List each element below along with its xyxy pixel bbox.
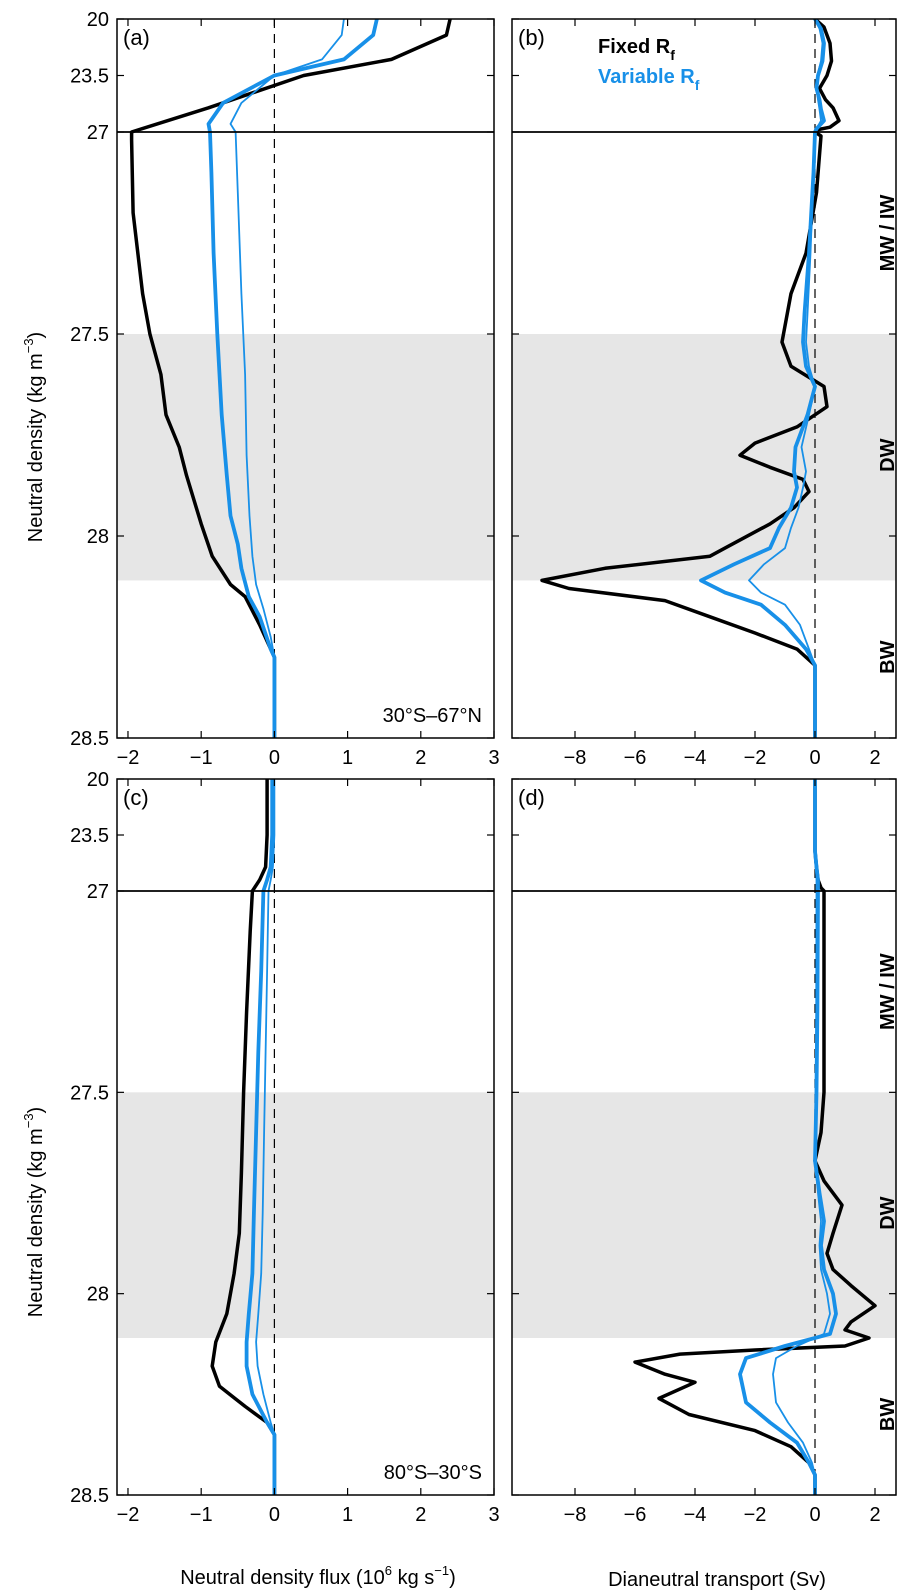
xlabel-panel-d: Dianeutral transport (Sv): [608, 1569, 826, 1591]
legend-fixed: Fixed Rf: [598, 36, 675, 63]
y-tick-label: 28.5: [70, 728, 109, 750]
series-line-variable-2: [772, 779, 831, 1495]
y-tick-label: 27: [87, 122, 109, 144]
x-tick-label: 2: [415, 747, 426, 769]
panel-d: −8 −6 −4 −2 0 2 (d) MW / IW DW BW: [511, 778, 898, 1526]
panel-letter: (c): [123, 785, 149, 810]
series-group: [210, 779, 277, 1495]
region-label: 80°S–30°S: [384, 1462, 482, 1484]
x-tick-label: 1: [342, 747, 353, 769]
x-tick-label: −6: [624, 747, 647, 769]
x-tick-label: 3: [488, 1504, 499, 1526]
series-line-fixed-0: [540, 19, 841, 738]
axes-frame: [116, 778, 495, 1496]
x-tick-label: 1: [342, 1504, 353, 1526]
panel-letter: (a): [123, 25, 150, 50]
x-tick-label: −4: [684, 747, 707, 769]
water-mass-label: DW: [877, 438, 898, 471]
series-line-variable-2: [748, 19, 824, 738]
legend-fixed-label: Fixed R: [598, 36, 671, 58]
ylabel-panel-c: Neutral density (kg m−3): [21, 1107, 47, 1317]
series-group: [129, 19, 452, 738]
x-tick-label: −2: [117, 1504, 140, 1526]
series-line-variable-1: [244, 779, 277, 1495]
series-line-fixed-0: [210, 779, 277, 1495]
series-line-fixed-0: [129, 19, 452, 738]
xlabel-panel-c: Neutral density flux (106 kg s−1): [180, 1563, 456, 1589]
y-tick-label: 28: [87, 526, 109, 548]
x-tick-label: 3: [488, 747, 499, 769]
water-mass-label: DW: [877, 1196, 898, 1229]
y-tick-label: 23.5: [70, 825, 109, 847]
water-mass-label: BW: [877, 1398, 898, 1431]
legend-variable-label: Variable R: [598, 66, 695, 88]
ylabel-panel-a: Neutral density (kg m−3): [21, 332, 47, 542]
shaded-band: [512, 334, 896, 581]
y-tick-label: 20: [87, 9, 109, 31]
legend-variable-sub: f: [695, 77, 700, 93]
series-group: [633, 779, 877, 1495]
y-tick-label: 28.5: [70, 1485, 109, 1507]
y-tick-label: 23.5: [70, 66, 109, 88]
x-tick-label: −2: [744, 747, 767, 769]
panel-a: −2 −1 0 1 2 3 20 23.5 27 27.5 28 28.5 (a) 30°S–67°N: [70, 9, 500, 769]
region-label: 30°S–67°N: [383, 705, 482, 727]
y-tick-label: 28: [87, 1284, 109, 1306]
series-line-variable-1: [738, 779, 838, 1495]
y-tick-label: 27.5: [70, 1082, 109, 1104]
x-tick-label: −1: [190, 1504, 213, 1526]
series-line-variable-1: [206, 19, 379, 738]
panel-b: −8 −6 −4 −2 0 2 (b) MW / IW DW BW: [511, 18, 898, 769]
x-tick-label: 2: [869, 1504, 880, 1526]
x-tick-label: −2: [744, 1504, 767, 1526]
axes-frame: [116, 18, 495, 739]
series-line-variable-2: [255, 779, 276, 1495]
x-tick-label: 0: [269, 1504, 280, 1526]
x-tick-label: −8: [564, 747, 587, 769]
x-tick-label: −1: [190, 747, 213, 769]
x-tick-label: 0: [809, 1504, 820, 1526]
axes-frame: [511, 778, 897, 1496]
shaded-band: [117, 334, 494, 581]
legend-variable: Variable Rf: [598, 66, 700, 93]
series-line-fixed-0: [633, 779, 877, 1495]
x-tick-label: −4: [684, 1504, 707, 1526]
water-mass-label: MW / IW: [877, 953, 898, 1030]
x-tick-label: −2: [117, 747, 140, 769]
x-tick-label: −8: [564, 1504, 587, 1526]
x-tick-label: 2: [415, 1504, 426, 1526]
series-group: [540, 19, 841, 738]
panel-letter: (b): [518, 25, 545, 50]
axes-frame: [511, 18, 897, 739]
y-tick-label: 27: [87, 881, 109, 903]
water-mass-label: MW / IW: [877, 195, 898, 272]
shaded-band: [117, 1092, 494, 1338]
x-tick-label: 0: [269, 747, 280, 769]
x-tick-label: 2: [869, 747, 880, 769]
panel-c: −2 −1 0 1 2 3 20 23.5 27 27.5 28 28.5 (c) 80°S–30°S: [70, 769, 500, 1526]
series-line-variable-2: [229, 19, 345, 738]
x-tick-label: 0: [809, 747, 820, 769]
x-tick-label: −6: [624, 1504, 647, 1526]
panel-letter: (d): [518, 785, 545, 810]
water-mass-label: BW: [877, 640, 898, 673]
legend: Fixed Rf Variable Rf: [598, 36, 700, 93]
y-tick-label: 20: [87, 769, 109, 791]
y-tick-label: 27.5: [70, 324, 109, 346]
legend-fixed-sub: f: [670, 47, 675, 63]
